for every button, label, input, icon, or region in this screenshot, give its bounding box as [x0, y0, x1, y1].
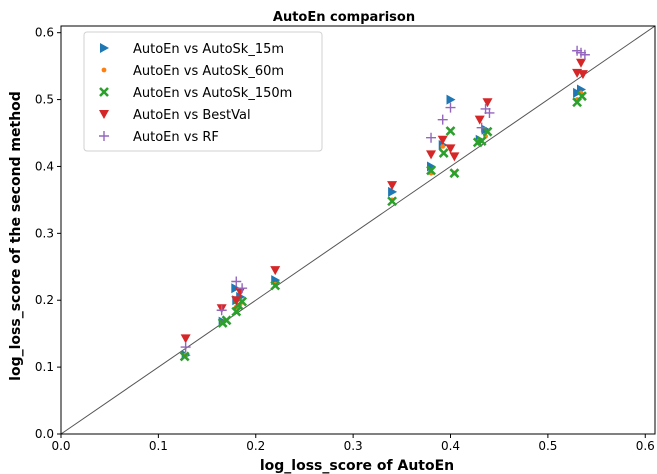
- y-axis-label: log_loss_score of the second method: [8, 91, 24, 381]
- plot-frame: [60, 25, 656, 435]
- marker-x: [270, 280, 281, 291]
- marker-triangle-down: [449, 152, 460, 162]
- marker-triangle-right: [446, 94, 456, 105]
- marker-plus: [180, 342, 191, 353]
- marker-x: [476, 136, 487, 146]
- chart-title: AutoEn comparison: [273, 10, 415, 25]
- marker-x: [449, 168, 460, 179]
- marker-x: [577, 91, 587, 102]
- y-tick-label: 0.3: [35, 226, 54, 240]
- legend: AutoEn vs AutoSk_15m AutoEn vs AutoSk_60m…: [83, 31, 323, 152]
- x-tick-label: 0.0: [51, 439, 70, 453]
- y-tick-label: 0.4: [35, 159, 54, 173]
- marker-x: [221, 315, 232, 326]
- marker-triangle-down: [482, 98, 493, 108]
- marker-triangle-down: [270, 266, 281, 276]
- marker-triangle-down: [99, 110, 109, 119]
- marker-x: [426, 165, 436, 176]
- legend-box: [83, 31, 323, 152]
- marker-x: [179, 351, 190, 362]
- marker-triangle-down: [575, 58, 586, 68]
- x-tick-label: 0.5: [538, 439, 557, 453]
- y-tick-label: 0.5: [35, 93, 54, 107]
- marker-triangle-down: [474, 115, 485, 125]
- legend-item: AutoEn vs RF: [99, 130, 219, 145]
- marker-point: [440, 143, 446, 149]
- marker-plus: [99, 131, 109, 141]
- marker-plus: [445, 102, 456, 113]
- x-tick-label: 0.2: [246, 439, 265, 453]
- y-tick-label: 0.2: [35, 293, 54, 307]
- marker-x: [231, 306, 242, 317]
- marker-triangle-down: [231, 296, 242, 306]
- legend-item: AutoEn vs AutoSk_60m: [101, 64, 284, 79]
- marker-point: [101, 67, 107, 73]
- x-tick-label: 0.6: [636, 439, 655, 453]
- marker-triangle-down: [437, 135, 448, 145]
- x-tick-label: 0.3: [344, 439, 363, 453]
- reference-line: [60, 25, 656, 435]
- marker-plus: [426, 132, 437, 143]
- legend-label: AutoEn vs AutoSk_150m: [133, 86, 292, 101]
- marker-x: [438, 148, 449, 159]
- marker-x: [482, 126, 493, 137]
- marker-triangle-down: [387, 181, 398, 191]
- series-4-points: [180, 45, 590, 353]
- x-tick-label: 0.4: [441, 439, 460, 453]
- marker-triangle-right: [100, 43, 109, 53]
- marker-plus: [476, 122, 487, 133]
- x-tick-label: 0.1: [149, 439, 168, 453]
- legend-label: AutoEn vs AutoSk_60m: [133, 64, 284, 79]
- marker-plus: [437, 114, 448, 125]
- x-axis-label: log_loss_score of AutoEn: [260, 458, 454, 474]
- y-tick-label: 0.6: [35, 26, 54, 40]
- marker-triangle-down: [577, 70, 588, 80]
- marker-x: [445, 126, 456, 136]
- marker-x: [99, 87, 109, 97]
- marker-plus: [484, 107, 495, 118]
- legend-item: AutoEn vs BestVal: [99, 108, 251, 123]
- marker-triangle-down: [180, 334, 191, 344]
- marker-plus: [579, 49, 590, 60]
- legend-label: AutoEn vs RF: [133, 130, 219, 145]
- marker-plus: [237, 283, 248, 294]
- marker-x: [387, 196, 398, 207]
- legend-item: AutoEn vs AutoSk_15m: [100, 42, 284, 57]
- legend-label: AutoEn vs BestVal: [133, 108, 251, 123]
- marker-triangle-down: [445, 144, 456, 154]
- legend-item: AutoEn vs AutoSk_150m: [99, 86, 292, 101]
- marker-triangle-down: [426, 150, 437, 160]
- marker-triangle-right: [388, 186, 398, 197]
- y-tick-label: 0.0: [35, 427, 54, 441]
- y-tick-label: 0.1: [35, 360, 54, 374]
- marker-plus: [216, 305, 227, 316]
- marker-plus: [231, 276, 242, 287]
- legend-label: AutoEn vs AutoSk_15m: [133, 42, 284, 57]
